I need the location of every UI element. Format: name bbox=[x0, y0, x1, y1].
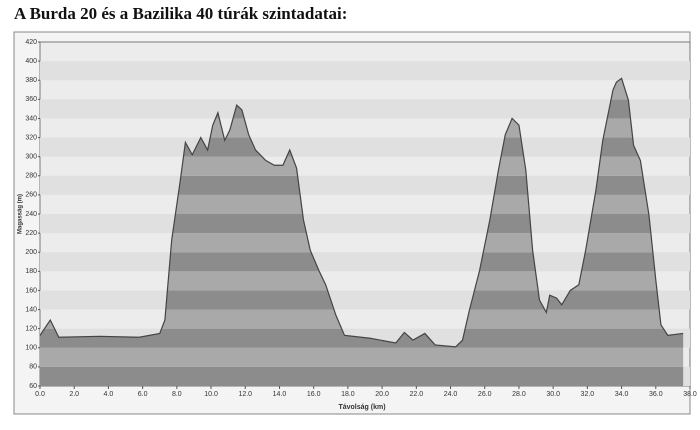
area-band bbox=[40, 366, 684, 386]
area-band bbox=[40, 347, 684, 367]
x-tick-label: 32.0 bbox=[581, 391, 595, 398]
background-band bbox=[40, 99, 690, 119]
x-tick-label: 12.0 bbox=[238, 391, 252, 398]
y-tick-label: 180 bbox=[25, 268, 37, 275]
y-tick-label: 400 bbox=[25, 58, 37, 65]
x-tick-label: 6.0 bbox=[138, 391, 148, 398]
x-tick-label: 24.0 bbox=[444, 391, 458, 398]
y-tick-label: 160 bbox=[25, 287, 37, 294]
y-tick-label: 240 bbox=[25, 211, 37, 218]
background-band bbox=[40, 175, 690, 195]
x-tick-label: 2.0 bbox=[69, 391, 79, 398]
x-tick-label: 34.0 bbox=[615, 391, 629, 398]
chart-title: A Burda 20 és a Bazilika 40 túrák szinta… bbox=[14, 4, 347, 23]
x-tick-label: 10.0 bbox=[204, 391, 218, 398]
y-tick-label: 420 bbox=[25, 39, 37, 46]
x-tick-label: 0.0 bbox=[35, 391, 45, 398]
x-tick-label: 28.0 bbox=[512, 391, 526, 398]
x-tick-label: 18.0 bbox=[341, 391, 355, 398]
background-band bbox=[40, 137, 690, 157]
y-tick-label: 120 bbox=[25, 326, 37, 333]
y-tick-label: 380 bbox=[25, 77, 37, 84]
y-tick-label: 80 bbox=[29, 364, 37, 371]
y-axis-label: Magasság (m) bbox=[18, 194, 24, 234]
elevation-line bbox=[39, 77, 684, 348]
y-tick-label: 60 bbox=[29, 383, 37, 390]
x-tick-label: 4.0 bbox=[104, 391, 114, 398]
y-tick-label: 320 bbox=[25, 134, 37, 141]
x-tick-label: 20.0 bbox=[375, 391, 389, 398]
x-tick-label: 38.0 bbox=[683, 391, 697, 398]
x-tick-label: 8.0 bbox=[172, 391, 182, 398]
y-tick-label: 260 bbox=[25, 192, 37, 199]
x-tick-label: 30.0 bbox=[546, 391, 560, 398]
x-axis-label: Távolság (km) bbox=[338, 404, 385, 411]
x-tick-label: 36.0 bbox=[649, 391, 663, 398]
y-tick-label: 300 bbox=[25, 154, 37, 161]
y-tick-label: 360 bbox=[25, 96, 37, 103]
y-tick-label: 220 bbox=[25, 230, 37, 237]
x-tick-label: 26.0 bbox=[478, 391, 492, 398]
y-tick-label: 340 bbox=[25, 115, 37, 122]
y-tick-label: 140 bbox=[25, 306, 37, 313]
background-band bbox=[40, 61, 690, 81]
x-tick-label: 22.0 bbox=[410, 391, 424, 398]
y-tick-label: 100 bbox=[25, 345, 37, 352]
y-tick-label: 200 bbox=[25, 249, 37, 256]
area-band bbox=[40, 328, 684, 348]
x-tick-label: 14.0 bbox=[273, 391, 287, 398]
x-tick-label: 16.0 bbox=[307, 391, 321, 398]
y-tick-label: 280 bbox=[25, 173, 37, 180]
